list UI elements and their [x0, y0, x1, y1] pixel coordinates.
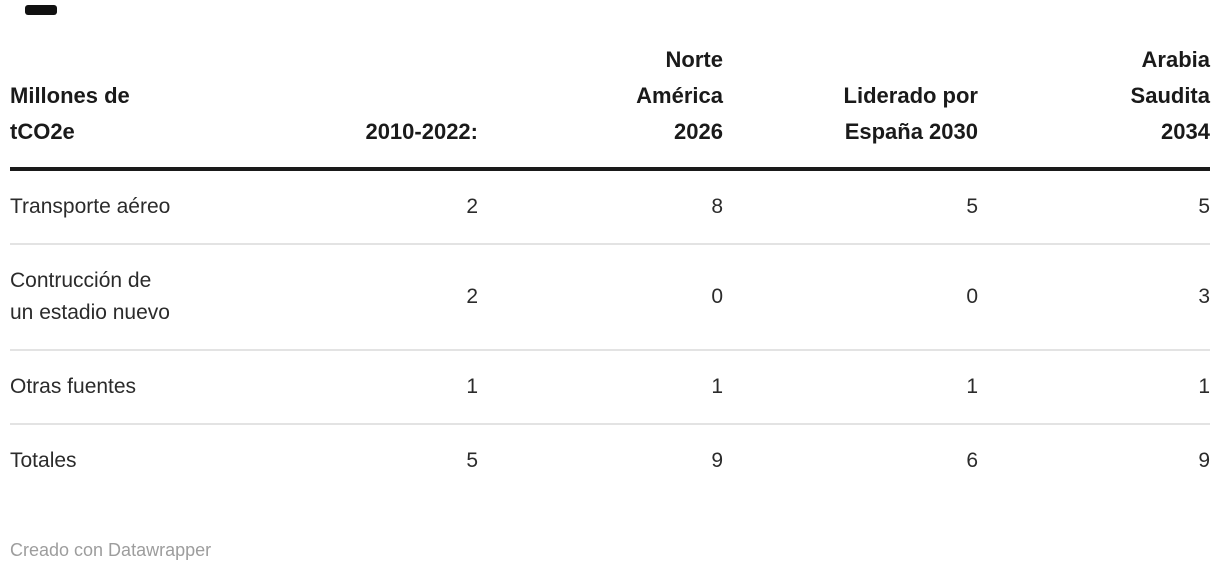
value-cell: 6: [966, 449, 978, 472]
table-row-contruccion-estadio: Contrucción de un estadio nuevo 2 0 0 3: [10, 244, 1210, 351]
value-cell: 1: [478, 350, 723, 425]
value-cell: 5: [466, 449, 478, 472]
row-label: Contrucción de un estadio nuevo: [10, 244, 340, 351]
value-cell: 1: [723, 350, 978, 425]
datawrapper-attribution: Creado con Datawrapper: [10, 540, 212, 560]
value-cell: 8: [478, 169, 723, 245]
col-header-2010-2022: 2010-2022:: [340, 0, 478, 171]
value-cell: 3: [978, 244, 1210, 351]
row-label: Transporte aéreo: [10, 169, 340, 245]
col-header-liderado-espana-2030: Liderado por España 2030: [723, 0, 978, 171]
value-cell: 2: [340, 244, 478, 351]
col-header-millones-tco2e: Millones de tCO2e: [10, 0, 340, 171]
emissions-table: Millones de tCO2e 2010-2022: Norte Améri…: [10, 0, 1210, 497]
value-cell: 5: [978, 169, 1210, 245]
value-cell: 0: [723, 244, 978, 351]
value-cell: 9: [711, 449, 723, 472]
value-cell: 5: [723, 169, 978, 245]
value-cell: 1: [978, 350, 1210, 425]
row-label: Otras fuentes: [10, 350, 340, 425]
row-label: Totales: [10, 449, 77, 472]
col-header-arabia-saudita-2034: Arabia Saudita 2034: [978, 0, 1210, 171]
col-header-norte-america-2026: Norte América 2026: [478, 0, 723, 171]
value-cell: 2: [340, 169, 478, 245]
value-cell: 9: [1198, 449, 1210, 472]
table-row-transporte-aereo: Transporte aéreo 2 8 5 5: [10, 169, 1210, 245]
table-row-otras-fuentes: Otras fuentes 1 1 1 1: [10, 350, 1210, 425]
value-cell: 0: [478, 244, 723, 351]
value-cell: 1: [340, 350, 478, 425]
header-row: Millones de tCO2e 2010-2022: Norte Améri…: [10, 0, 1210, 171]
table-row-totales: Totales 5 9 6 9: [10, 424, 1210, 497]
